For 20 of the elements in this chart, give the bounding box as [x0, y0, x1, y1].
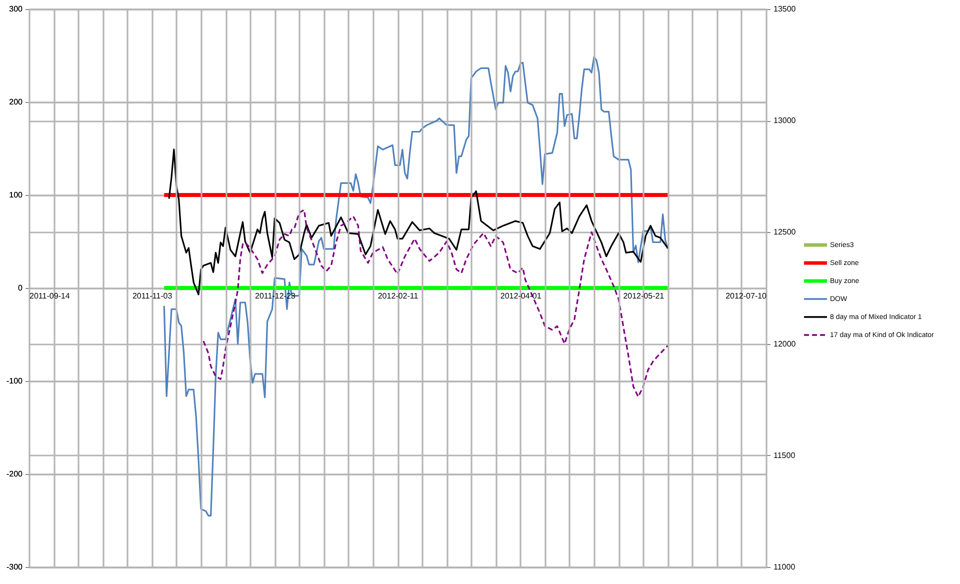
x-tick-label: 2012-04-01 [500, 292, 542, 300]
y2-tick-label: 12000 [774, 339, 796, 348]
x-tick-label: 2011-09-14 [30, 292, 70, 300]
x-tick-label: 2012-02-11 [378, 292, 419, 300]
y-tick-label: 300 [9, 4, 24, 14]
y-tick-label: -300 [6, 562, 24, 572]
y-tick-label: 0 [18, 284, 24, 292]
line-series [202, 209, 669, 398]
y-tick-label: 100 [9, 190, 24, 200]
x-tick-label: 2012-07-10 [726, 292, 768, 300]
y-tick-label: -100 [6, 376, 24, 386]
y2-tick-label: 13000 [774, 116, 796, 126]
y-tick-label: 200 [9, 98, 24, 106]
y-tick-label: -200 [6, 470, 24, 478]
y2-tick-label: 13500 [774, 4, 796, 14]
x-tick-label: 2011-11-03 [132, 292, 173, 300]
y2-tick-label: 12500 [774, 228, 796, 237]
x-tick-label: 2012-05-21 [623, 292, 665, 300]
y2-tick-label: 11500 [774, 450, 796, 460]
y2-tick-label: 11000 [774, 562, 796, 572]
